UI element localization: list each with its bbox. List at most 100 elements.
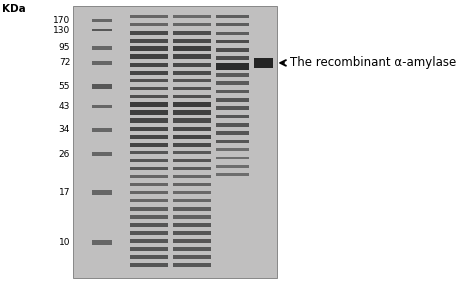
Bar — [130, 191, 168, 194]
Bar — [216, 139, 249, 143]
Text: 72: 72 — [59, 59, 70, 67]
Bar — [92, 61, 112, 65]
Text: 17: 17 — [59, 188, 70, 197]
Text: KDa: KDa — [2, 4, 26, 14]
Bar — [173, 62, 211, 66]
Bar — [173, 175, 211, 178]
Bar — [173, 79, 211, 82]
Bar — [173, 215, 211, 218]
Bar — [173, 239, 211, 243]
Bar — [173, 15, 211, 18]
Bar — [130, 262, 168, 267]
Bar — [130, 15, 168, 18]
Bar — [130, 207, 168, 210]
Bar — [130, 151, 168, 154]
Bar — [130, 199, 168, 202]
Bar — [173, 183, 211, 186]
Bar — [92, 128, 112, 131]
Bar — [173, 135, 211, 139]
Bar — [216, 106, 249, 110]
Bar — [173, 207, 211, 210]
Bar — [216, 82, 249, 85]
Text: 95: 95 — [59, 43, 70, 53]
Bar — [254, 58, 273, 68]
Text: 170: 170 — [53, 16, 70, 25]
Bar — [130, 231, 168, 235]
Text: 43: 43 — [59, 102, 70, 111]
Text: 4: 4 — [260, 0, 267, 1]
Text: 26: 26 — [59, 150, 70, 159]
Bar — [173, 39, 211, 43]
Bar — [130, 167, 168, 170]
Text: 3: 3 — [229, 0, 236, 1]
Bar — [173, 23, 211, 26]
Bar — [130, 31, 168, 35]
Bar — [130, 23, 168, 26]
Bar — [92, 83, 112, 89]
Bar — [130, 47, 168, 51]
Bar — [173, 87, 211, 91]
Text: M: M — [98, 0, 106, 1]
Text: 10: 10 — [59, 238, 70, 247]
Bar — [173, 191, 211, 194]
Bar — [173, 55, 211, 59]
Bar — [130, 118, 168, 123]
Bar — [92, 105, 112, 108]
Bar — [173, 31, 211, 35]
Bar — [73, 6, 277, 278]
Bar — [216, 157, 249, 160]
Bar — [130, 159, 168, 162]
Bar — [130, 135, 168, 139]
Bar — [216, 123, 249, 127]
Bar — [216, 98, 249, 102]
Bar — [130, 87, 168, 91]
Bar — [216, 48, 249, 52]
Bar — [92, 153, 112, 156]
Bar — [92, 240, 112, 245]
Text: 130: 130 — [53, 26, 70, 35]
Bar — [173, 247, 211, 251]
Bar — [216, 115, 249, 118]
Bar — [92, 190, 112, 195]
Bar — [216, 40, 249, 43]
Bar — [173, 231, 211, 235]
Bar — [173, 95, 211, 99]
Bar — [173, 159, 211, 162]
Bar — [173, 262, 211, 267]
Bar — [216, 63, 249, 70]
Bar — [216, 23, 249, 26]
Bar — [130, 247, 168, 251]
Text: The recombinant α-amylase: The recombinant α-amylase — [280, 57, 456, 69]
Bar — [173, 223, 211, 227]
Bar — [92, 19, 112, 22]
Bar — [92, 29, 112, 32]
Bar — [130, 102, 168, 107]
Bar — [130, 71, 168, 75]
Bar — [216, 148, 249, 151]
Bar — [130, 215, 168, 218]
Bar — [216, 131, 249, 135]
Bar — [130, 79, 168, 82]
Bar — [130, 55, 168, 59]
Bar — [173, 143, 211, 147]
Bar — [173, 47, 211, 51]
Bar — [92, 46, 112, 50]
Text: 34: 34 — [59, 125, 70, 134]
Bar — [173, 71, 211, 75]
Bar — [216, 56, 249, 60]
Bar — [216, 32, 249, 35]
Bar — [173, 199, 211, 202]
Bar — [130, 143, 168, 147]
Bar — [130, 39, 168, 43]
Bar — [173, 151, 211, 154]
Bar — [173, 110, 211, 115]
Bar — [130, 95, 168, 99]
Bar — [216, 165, 249, 168]
Bar — [130, 126, 168, 131]
Bar — [130, 110, 168, 115]
Bar — [130, 254, 168, 259]
Bar — [216, 15, 249, 18]
Bar — [130, 223, 168, 227]
Bar — [130, 62, 168, 66]
Bar — [216, 73, 249, 77]
